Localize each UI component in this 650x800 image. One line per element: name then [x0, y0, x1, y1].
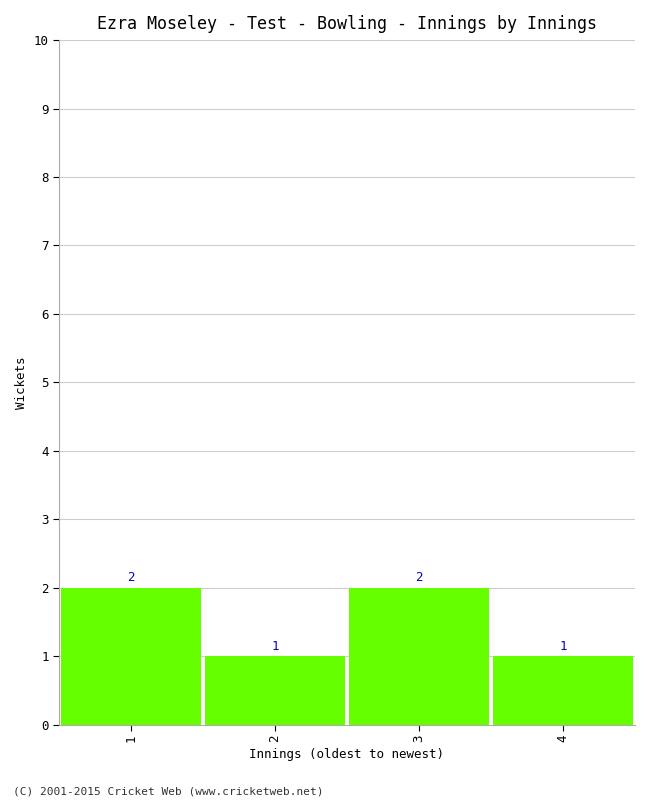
Y-axis label: Wickets: Wickets	[15, 356, 28, 409]
Text: 1: 1	[559, 640, 567, 653]
Bar	[349, 588, 489, 725]
Text: 1: 1	[271, 640, 279, 653]
Text: 2: 2	[415, 571, 423, 584]
Bar	[493, 656, 633, 725]
Bar	[205, 656, 345, 725]
Title: Ezra Moseley - Test - Bowling - Innings by Innings: Ezra Moseley - Test - Bowling - Innings …	[97, 15, 597, 33]
Text: 2: 2	[127, 571, 135, 584]
Text: (C) 2001-2015 Cricket Web (www.cricketweb.net): (C) 2001-2015 Cricket Web (www.cricketwe…	[13, 786, 324, 796]
Bar	[61, 588, 201, 725]
X-axis label: Innings (oldest to newest): Innings (oldest to newest)	[250, 748, 445, 761]
